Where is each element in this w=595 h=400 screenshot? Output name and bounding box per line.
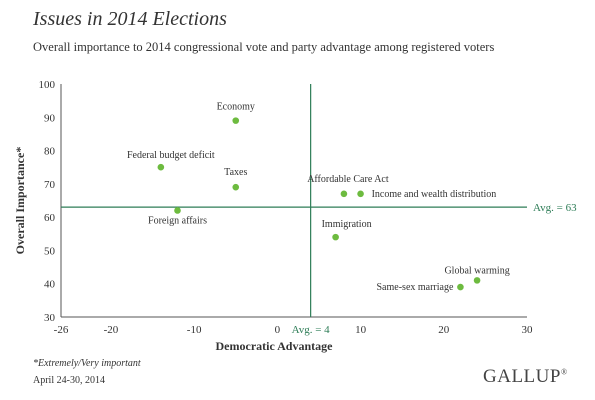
x-tick-label: -20	[104, 324, 119, 336]
data-point	[232, 117, 240, 124]
x-tick-label: 30	[522, 324, 534, 336]
data-point-label: Immigration	[322, 219, 372, 230]
data-point	[473, 277, 481, 284]
y-axis-title: Overall Importance*	[13, 147, 27, 255]
y-tick-label: 90	[44, 112, 56, 124]
data-point	[357, 190, 364, 198]
y-tick-label: 40	[44, 279, 56, 291]
data-point	[332, 233, 339, 241]
brand-name: GALLUP	[483, 366, 561, 387]
y-tick-label: 100	[39, 79, 56, 91]
data-point	[340, 190, 348, 198]
data-point-label: Same-sex marriage	[377, 282, 454, 293]
x-tick-label: 0	[275, 324, 281, 336]
data-point-label: Federal budget deficit	[127, 150, 215, 161]
chart-title: Issues in 2014 Elections	[33, 8, 227, 30]
x-tick-label: -10	[187, 324, 202, 336]
y-tick-label: 70	[44, 179, 56, 191]
data-point	[174, 207, 181, 214]
data-point	[232, 183, 240, 191]
y-tick-label: 30	[44, 312, 56, 324]
data-point-label: Affordable Care Act	[307, 174, 389, 185]
date-range: April 24-30, 2014	[33, 375, 105, 386]
data-point	[457, 283, 464, 291]
data-point-label: Taxes	[224, 167, 247, 178]
data-point-label: Foreign affairs	[148, 215, 207, 226]
y-tick-label: 50	[44, 245, 56, 257]
data-point-label: Economy	[217, 102, 255, 113]
x-tick-label: 20	[438, 324, 450, 336]
data-point	[157, 163, 165, 171]
y-tick-label: 60	[44, 212, 56, 224]
gallup-logo: GALLUP®	[483, 366, 568, 388]
registered-mark: ®	[560, 367, 568, 377]
x-axis-title: Democratic Advantage	[216, 339, 334, 353]
x-tick-label: -26	[54, 324, 69, 336]
data-point-label: Global warming	[444, 265, 509, 276]
data-point-label: Income and wealth distribution	[372, 189, 497, 200]
x-tick-label: 10	[355, 324, 367, 336]
y-tick-label: 80	[44, 146, 56, 158]
footnote: *Extremely/Very important	[33, 358, 141, 369]
chart-subtitle: Overall importance to 2014 congressional…	[33, 40, 495, 54]
y-average-label: Avg. = 63	[533, 202, 577, 214]
x-average-label: Avg. = 4	[292, 324, 331, 336]
